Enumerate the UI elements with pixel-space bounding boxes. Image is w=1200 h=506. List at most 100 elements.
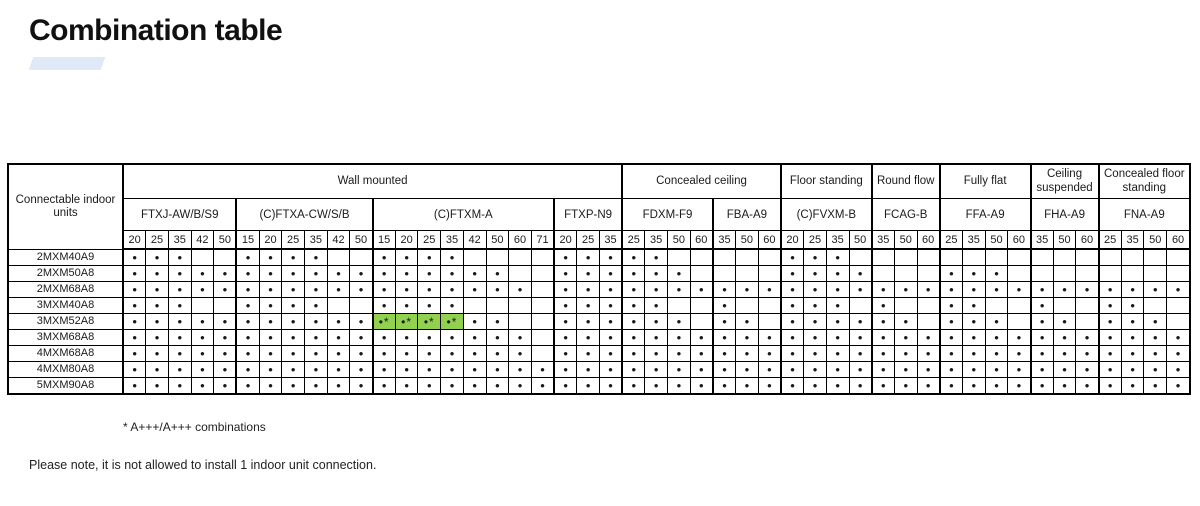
compat-cell-4mxm80a8-c-ftxa-cw-s-b-20: • xyxy=(258,361,283,378)
compat-cell-3mxm68a8-ftxp-n9-25: • xyxy=(576,329,600,346)
model-header-c-ftxm-a: (C)FTXM-A xyxy=(371,198,555,231)
compat-cell-2mxm50a8-c-ftxa-cw-s-b-25: • xyxy=(281,265,305,282)
empty-cell-2mxm40a9-c-ftxm-a-71 xyxy=(530,248,555,266)
compat-cell-3mxm68a8-c-fvxm-b-50: • xyxy=(848,329,873,346)
group-header-concealed-ceiling: Concealed ceiling xyxy=(621,163,782,199)
compat-cell-3mxm68a8-c-fvxm-b-20: • xyxy=(779,329,805,346)
compat-cell-3mxm68a8-fna-a9-60: • xyxy=(1166,329,1191,346)
size-header-fcag-b-35: 35 xyxy=(870,230,895,250)
row-label-2mxm50a8: 2MXM50A8 xyxy=(7,265,124,282)
compat-cell-3mxm52a8-ftxp-n9-35: • xyxy=(598,313,623,330)
compat-cell-2mxm68a8-c-ftxm-a-35: • xyxy=(440,281,464,298)
compat-cell-3mxm68a8-c-ftxa-cw-s-b-20: • xyxy=(258,329,283,346)
compat-cell-4mxm80a8-ffa-a9-25: • xyxy=(938,361,963,378)
empty-cell-3mxm40a8-ftxj-aw-b-s9-50 xyxy=(213,297,237,314)
size-header-c-ftxm-a-25: 25 xyxy=(417,230,442,250)
compat-cell-5mxm90a8-ftxp-n9-25: • xyxy=(576,377,600,395)
empty-cell-3mxm40a8-fha-a9-50 xyxy=(1052,297,1077,314)
compat-cell-5mxm90a8-fdxm-f9-60: • xyxy=(689,377,714,395)
empty-cell-3mxm40a8-fba-a9-50 xyxy=(735,297,759,314)
compat-cell-5mxm90a8-fha-a9-60: • xyxy=(1075,377,1100,395)
compat-cell-4mxm68a8-ffa-a9-35: • xyxy=(961,345,986,362)
compat-cell-4mxm80a8-fdxm-f9-25: • xyxy=(621,361,646,378)
compat-cell-5mxm90a8-ftxp-n9-20: • xyxy=(553,377,578,395)
compat-cell-5mxm90a8-c-fvxm-b-20: • xyxy=(779,377,805,395)
group-header-round-flow: Round flow xyxy=(870,163,941,199)
compat-cell-3mxm68a8-ffa-a9-25: • xyxy=(938,329,963,346)
size-header-c-fvxm-b-25: 25 xyxy=(803,230,827,250)
compat-cell-4mxm80a8-ftxj-aw-b-s9-35: • xyxy=(167,361,192,378)
compat-cell-4mxm80a8-c-ftxm-a-35: • xyxy=(440,361,464,378)
compat-cell-4mxm80a8-c-ftxm-a-50: • xyxy=(485,361,510,378)
size-header-ftxp-n9-25: 25 xyxy=(576,230,600,250)
size-header-ffa-a9-25: 25 xyxy=(938,230,963,250)
compat-cell-4mxm68a8-fna-a9-60: • xyxy=(1166,345,1191,362)
footnote-install-note: Please note, it is not allowed to instal… xyxy=(29,458,377,472)
empty-cell-3mxm40a8-fdxm-f9-60 xyxy=(689,297,714,314)
table-row-3mxm52a8: 3MXM52A8 • • • • • • • • • • • •* •* •* •* • • • • • • • • • • • • •… xyxy=(7,313,1191,330)
empty-cell-2mxm40a9-fcag-b-60 xyxy=(916,248,941,266)
compat-cell-5mxm90a8-fdxm-f9-35: • xyxy=(644,377,668,395)
compat-cell-4mxm68a8-ffa-a9-60: • xyxy=(1007,345,1031,362)
compat-cell-4mxm80a8-fna-a9-25: • xyxy=(1097,361,1122,378)
compat-cell-5mxm90a8-c-ftxm-a-71: • xyxy=(530,377,555,395)
compat-cell-2mxm68a8-ftxp-n9-35: • xyxy=(598,281,623,298)
compat-cell-3mxm40a8-c-ftxa-cw-s-b-35: • xyxy=(304,297,328,314)
compat-cell-3mxm68a8-c-ftxm-a-50: • xyxy=(485,329,510,346)
compat-cell-4mxm68a8-c-ftxa-cw-s-b-20: • xyxy=(258,345,283,362)
size-header-c-ftxa-cw-s-b-15: 15 xyxy=(235,230,260,250)
empty-cell-3mxm40a8-ffa-a9-50 xyxy=(984,297,1009,314)
compat-cell-4mxm68a8-ffa-a9-25: • xyxy=(938,345,963,362)
compat-cell-3mxm52a8-c-fvxm-b-35: • xyxy=(825,313,850,330)
table-header: Connectable indoor units Wall mounted Conc… xyxy=(7,163,1191,250)
compat-cell-5mxm90a8-c-ftxa-cw-s-b-25: • xyxy=(281,377,305,395)
model-header-ftxj-aw-b-s9: FTXJ-AW/B/S9 xyxy=(121,198,237,231)
compat-cell-4mxm68a8-fba-a9-50: • xyxy=(735,345,759,362)
empty-cell-3mxm52a8-ffa-a9-60 xyxy=(1007,313,1031,330)
compat-cell-5mxm90a8-fba-a9-35: • xyxy=(711,377,737,395)
model-header-ffa-a9: FFA-A9 xyxy=(938,198,1031,231)
compat-cell-2mxm68a8-c-fvxm-b-20: • xyxy=(779,281,805,298)
compat-cell-4mxm68a8-c-fvxm-b-35: • xyxy=(825,345,850,362)
compat-cell-2mxm68a8-ftxj-aw-b-s9-50: • xyxy=(213,281,237,298)
compat-cell-3mxm52a8-fdxm-f9-25: • xyxy=(621,313,646,330)
compat-cell-4mxm68a8-ftxj-aw-b-s9-20: • xyxy=(122,345,147,362)
compat-cell-3mxm68a8-fna-a9-25: • xyxy=(1097,329,1122,346)
compat-cell-2mxm68a8-fdxm-f9-50: • xyxy=(667,281,691,298)
compat-cell-5mxm90a8-ffa-a9-25: • xyxy=(938,377,963,395)
compat-cell-2mxm50a8-ftxj-aw-b-s9-35: • xyxy=(167,265,192,282)
compat-cell-3mxm68a8-ffa-a9-50: • xyxy=(984,329,1009,346)
compat-cell-2mxm50a8-ffa-a9-35: • xyxy=(961,265,986,282)
compat-cell-4mxm68a8-fdxm-f9-35: • xyxy=(644,345,668,362)
empty-cell-2mxm40a9-fna-a9-50 xyxy=(1143,248,1168,266)
compat-cell-2mxm50a8-ftxj-aw-b-s9-50: • xyxy=(213,265,237,282)
compat-cell-2mxm68a8-c-ftxa-cw-s-b-25: • xyxy=(281,281,305,298)
empty-cell-2mxm40a9-c-ftxa-cw-s-b-42 xyxy=(326,248,351,266)
empty-cell-3mxm40a8-ftxj-aw-b-s9-42 xyxy=(190,297,215,314)
compat-cell-4mxm68a8-c-ftxm-a-50: • xyxy=(485,345,510,362)
compat-cell-2mxm50a8-ffa-a9-50: • xyxy=(984,265,1009,282)
compat-cell-2mxm50a8-fdxm-f9-50: • xyxy=(667,265,691,282)
compat-cell-3mxm52a8-ftxj-aw-b-s9-25: • xyxy=(145,313,169,330)
compat-cell-5mxm90a8-fcag-b-60: • xyxy=(916,377,941,395)
compat-cell-4mxm80a8-c-ftxa-cw-s-b-15: • xyxy=(235,361,260,378)
size-header-ffa-a9-50: 50 xyxy=(984,230,1009,250)
compat-cell-3mxm40a8-c-fvxm-b-35: • xyxy=(825,297,850,314)
empty-cell-2mxm40a9-fcag-b-35 xyxy=(870,248,895,266)
compat-cell-5mxm90a8-fba-a9-60: • xyxy=(757,377,782,395)
compat-cell-3mxm40a8-c-ftxa-cw-s-b-25: • xyxy=(281,297,305,314)
compat-cell-2mxm50a8-ftxj-aw-b-s9-25: • xyxy=(145,265,169,282)
compat-cell-3mxm68a8-ffa-a9-60: • xyxy=(1007,329,1031,346)
compat-cell-2mxm68a8-fcag-b-60: • xyxy=(916,281,941,298)
empty-cell-3mxm40a8-fba-a9-60 xyxy=(757,297,782,314)
size-header-c-ftxm-a-15: 15 xyxy=(371,230,396,250)
compat-cell-3mxm68a8-ftxj-aw-b-s9-50: • xyxy=(213,329,237,346)
table-row-4mxm68a8: 4MXM68A8 • • • • • • • • • • • • • • • • • • • • • • • • • • • • • • • •… xyxy=(7,345,1191,362)
compat-cell-3mxm52a8-fha-a9-50: • xyxy=(1052,313,1077,330)
empty-cell-3mxm40a8-fcag-b-60 xyxy=(916,297,941,314)
compat-cell-3mxm68a8-fdxm-f9-60: • xyxy=(689,329,714,346)
empty-cell-3mxm40a8-fdxm-f9-50 xyxy=(667,297,691,314)
compat-cell-2mxm50a8-c-fvxm-b-20: • xyxy=(779,265,805,282)
compat-cell-3mxm52a8-fcag-b-50: • xyxy=(893,313,918,330)
